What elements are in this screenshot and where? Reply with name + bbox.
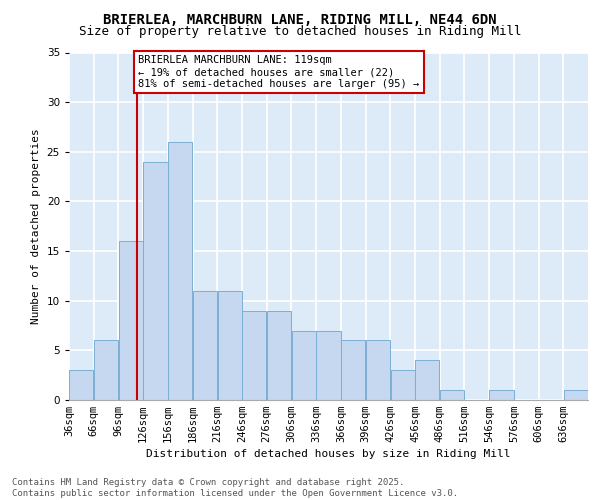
Bar	[341, 340, 365, 400]
Text: BRIERLEA MARCHBURN LANE: 119sqm
← 19% of detached houses are smaller (22)
81% of: BRIERLEA MARCHBURN LANE: 119sqm ← 19% of…	[138, 56, 419, 88]
X-axis label: Distribution of detached houses by size in Riding Mill: Distribution of detached houses by size …	[146, 450, 511, 460]
Bar	[563, 390, 588, 400]
Text: Size of property relative to detached houses in Riding Mill: Size of property relative to detached ho…	[79, 25, 521, 38]
Bar	[119, 241, 143, 400]
Bar	[490, 390, 514, 400]
Bar	[440, 390, 464, 400]
Text: BRIERLEA, MARCHBURN LANE, RIDING MILL, NE44 6DN: BRIERLEA, MARCHBURN LANE, RIDING MILL, N…	[103, 12, 497, 26]
Bar	[218, 291, 242, 400]
Bar	[143, 162, 167, 400]
Bar	[366, 340, 390, 400]
Text: Contains HM Land Registry data © Crown copyright and database right 2025.
Contai: Contains HM Land Registry data © Crown c…	[12, 478, 458, 498]
Bar	[316, 330, 341, 400]
Bar	[242, 310, 266, 400]
Bar	[267, 310, 291, 400]
Bar	[193, 291, 217, 400]
Bar	[94, 340, 118, 400]
Bar	[168, 142, 193, 400]
Y-axis label: Number of detached properties: Number of detached properties	[31, 128, 41, 324]
Bar	[292, 330, 316, 400]
Bar	[391, 370, 415, 400]
Bar	[69, 370, 94, 400]
Bar	[415, 360, 439, 400]
